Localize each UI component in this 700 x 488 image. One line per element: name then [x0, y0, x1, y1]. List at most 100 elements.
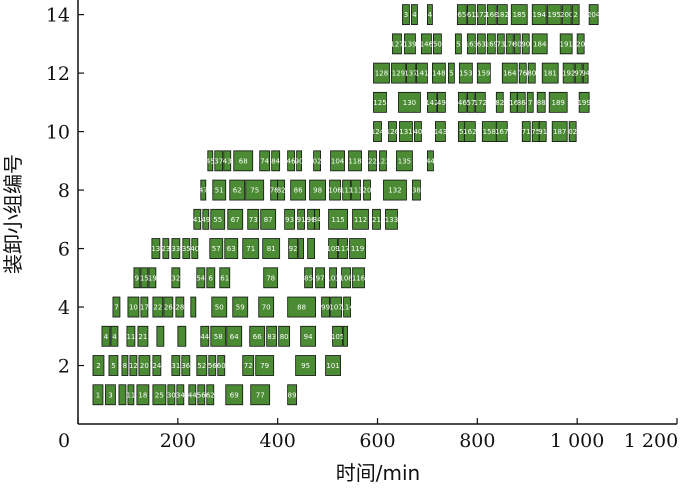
task-bar-rect	[171, 267, 181, 289]
task-bar-rect	[211, 296, 228, 318]
task-bar	[118, 384, 127, 406]
task-bar-rect	[521, 33, 530, 55]
task-label: 169	[485, 40, 498, 48]
task-bar-rect	[576, 33, 585, 55]
task-label: 82	[495, 99, 504, 107]
task-bar: 26	[163, 296, 173, 318]
task-bar-rect	[352, 208, 369, 230]
task-bar-rect	[427, 91, 437, 113]
task-label: 104	[331, 157, 345, 165]
task-bar: 36	[181, 355, 191, 376]
task-label: 95	[301, 362, 310, 370]
task-label: 66	[253, 333, 262, 341]
task-label: 74	[260, 157, 269, 165]
task-label: 63	[227, 245, 236, 253]
task-bar: 1	[92, 384, 104, 406]
task-bar-rect	[396, 150, 413, 172]
task-bar: 80	[527, 62, 536, 84]
task-label: 75	[531, 128, 540, 136]
task-bar: 60	[217, 355, 226, 376]
task-label: 44	[200, 333, 209, 341]
task-bar-rect	[209, 238, 224, 259]
task-bar: 71	[242, 238, 260, 259]
task-label: 167	[495, 128, 508, 136]
task-label: 80	[280, 333, 289, 341]
task-label: 1	[96, 391, 100, 399]
task-bar: 13	[151, 238, 160, 259]
task-label: 46	[287, 157, 296, 165]
task-bar: 84	[313, 208, 322, 230]
task-bar-rect	[432, 62, 446, 84]
task-bar-rect	[196, 267, 206, 289]
task-bar-rect	[341, 267, 351, 289]
task-label: 5	[456, 40, 460, 48]
task-bar-rect	[152, 355, 162, 376]
task-bar-rect	[225, 384, 244, 406]
task-bar: 3	[105, 384, 116, 406]
task-bar-rect	[223, 150, 232, 172]
task-label: 55	[213, 216, 222, 224]
task-label: 97	[316, 274, 325, 282]
task-label: 142	[425, 99, 438, 107]
task-bar: 126	[386, 121, 400, 142]
task-label: 94	[581, 70, 590, 78]
task-label: 11	[126, 391, 135, 399]
task-bar-rect	[325, 355, 341, 376]
task-bar: 167	[495, 121, 508, 142]
task-bar-rect	[379, 150, 387, 172]
y-axis-title: 装卸小组编号	[1, 154, 25, 274]
task-bar: 168	[485, 4, 498, 26]
task-bar: 81	[262, 238, 281, 259]
task-label: 191	[559, 40, 572, 48]
task-bar: 116	[352, 267, 366, 289]
task-label: 103	[326, 274, 339, 282]
x-tick-label: 400	[260, 430, 296, 452]
task-label: 63	[477, 40, 486, 48]
task-bar: 97	[574, 62, 583, 84]
task-bar: 94	[300, 325, 317, 347]
task-bar-rect	[435, 121, 446, 142]
task-label: 146	[420, 40, 434, 48]
task-bar: 105	[331, 325, 344, 347]
task-bar-rect	[457, 91, 467, 113]
task-bar: 21	[372, 208, 381, 230]
task-label: 17	[140, 304, 149, 312]
task-bar: 93	[284, 208, 296, 230]
task-bar-rect	[328, 208, 348, 230]
task-bar: 79	[255, 355, 275, 376]
task-bar-rect	[466, 4, 476, 26]
task-label: 61	[467, 11, 476, 19]
task-bar: 32	[171, 267, 181, 289]
task-bar: 44	[188, 384, 197, 406]
task-bar-rect	[372, 208, 381, 230]
task-label: 114	[340, 304, 354, 312]
task-bar: 82	[495, 91, 504, 113]
task-bar-rect	[118, 384, 127, 406]
task-bar: 57	[466, 91, 475, 113]
task-bar: 17	[140, 296, 149, 318]
task-bar: 135	[396, 150, 413, 172]
task-label: 58	[214, 333, 223, 341]
task-bar-rect	[288, 238, 299, 259]
task-label: 158	[483, 128, 496, 136]
task-label: 51	[215, 187, 224, 195]
y-tick-label: 6	[58, 239, 70, 261]
task-bar: 191	[559, 33, 573, 55]
task-label: 80	[527, 70, 536, 78]
task-bar: 111	[340, 179, 353, 201]
task-label: 12	[129, 362, 138, 370]
x-tick-label: 200	[160, 430, 196, 452]
task-bar-rect	[206, 267, 216, 289]
y-tick-label: 10	[46, 122, 70, 144]
task-bar-rect	[527, 62, 536, 84]
task-bar: 130	[398, 91, 421, 113]
task-bars: 1 3 11 18 25 30 34 44 56 62 69 77 892 5 8 12 20 24 31 36 52 5…	[92, 4, 601, 406]
task-bar-rect	[342, 179, 351, 201]
task-bar: 112	[352, 208, 369, 230]
task-label: 61	[220, 274, 229, 282]
task-label: 133	[385, 216, 398, 224]
task-bar: 22	[152, 296, 164, 318]
task-bar: 61	[219, 267, 231, 289]
task-bar-rect	[101, 325, 111, 347]
